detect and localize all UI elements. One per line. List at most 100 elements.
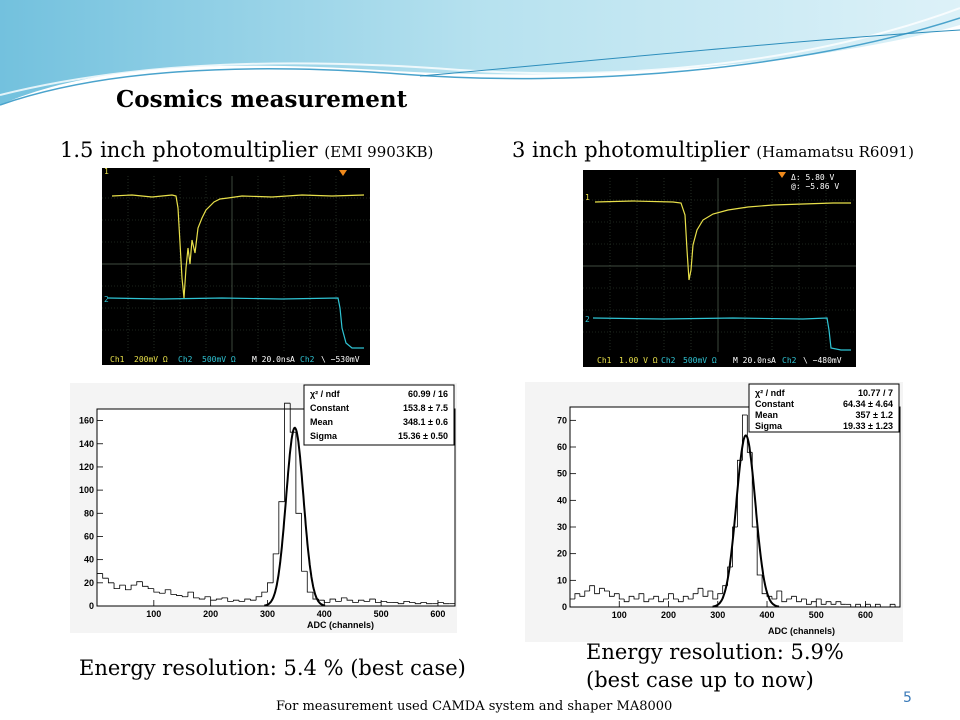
right-scope-ch2-label: Ch2: [661, 356, 676, 365]
left-scope-ch1-marker: 1: [104, 168, 109, 176]
histogram-bin: [323, 600, 330, 603]
right-energy-resolution: Energy resolution: 5.9% (best case up to…: [586, 638, 844, 694]
histogram-bin: [781, 591, 787, 603]
y-tick-label: 140: [79, 439, 94, 449]
fit-stat-label: Constant: [310, 403, 349, 413]
histogram-bin: [761, 575, 768, 595]
fit-stat-label: χ² / ndf: [755, 388, 786, 398]
histogram-bin: [865, 603, 871, 607]
histogram-bin: [335, 599, 342, 602]
histogram-bin: [255, 596, 262, 601]
histogram-bin: [712, 591, 718, 600]
histogram-bin: [860, 604, 866, 608]
histogram-bin: [130, 584, 137, 590]
histogram-bin: [796, 596, 802, 603]
right-scope-at-readout: @: −5.86 V: [791, 182, 839, 191]
x-tick-label: 200: [661, 610, 676, 620]
histogram-bin: [653, 595, 659, 599]
y-tick-label: 20: [557, 549, 567, 559]
y-tick-label: 70: [557, 415, 567, 425]
histogram-bin: [159, 592, 166, 594]
histogram-bin: [643, 593, 649, 603]
histogram-bin: [329, 598, 336, 603]
histogram-bin: [386, 601, 393, 603]
histogram-bin: [409, 601, 416, 603]
histogram-bin: [697, 587, 703, 594]
histogram-bin: [835, 601, 841, 605]
histogram-bin: [692, 593, 699, 599]
histogram-bin: [855, 603, 861, 607]
histogram-bin: [648, 598, 654, 602]
histogram-bin: [569, 598, 575, 607]
y-tick-label: 0: [89, 601, 94, 611]
histogram-bin: [786, 598, 792, 602]
histogram-bin: [589, 585, 595, 591]
histogram-bin: [682, 595, 689, 602]
histogram-bin: [638, 593, 644, 599]
fit-stat-value: 10.77 / 7: [858, 388, 893, 398]
histogram-bin: [443, 602, 450, 605]
histogram-bin: [776, 590, 782, 599]
histogram-bin: [426, 602, 433, 605]
right-scope-trigger-icon: [778, 172, 786, 178]
fit-stat-label: Mean: [310, 417, 333, 427]
histogram-bin: [198, 597, 205, 600]
histogram-bin: [437, 602, 444, 604]
histogram-bin: [830, 601, 836, 605]
histogram-bin: [673, 593, 679, 600]
fit-stat-label: χ² / ndf: [310, 389, 341, 399]
histogram-bin: [584, 590, 590, 597]
x-axis-label: ADC (channels): [307, 620, 374, 630]
histogram-bin: [278, 501, 285, 554]
footer-note: For measurement used CAMDA system and sh…: [276, 699, 673, 714]
right-heading: 3 inch photomultiplier (Hamamatsu R6091): [512, 138, 914, 162]
y-tick-label: 10: [557, 575, 567, 585]
right-scope-ch1-scale: 1.00 V Ω: [619, 356, 658, 365]
histogram-bin: [397, 602, 404, 605]
histogram-bin: [717, 593, 723, 599]
left-energy-resolution: Energy resolution: 5.4 % (best case): [79, 656, 466, 680]
histogram-bin: [153, 588, 160, 593]
fit-stats-box: [748, 383, 900, 433]
histogram-bin: [840, 601, 846, 605]
right-scope-ch2-scale: 500mV Ω: [683, 356, 717, 365]
histogram-bin: [618, 593, 625, 600]
left-histogram-panel: 0 20 40 60 80 100 120 140 160 100 200 300 400 500 600 χ…: [70, 383, 457, 633]
y-tick-label: 40: [557, 495, 567, 505]
histogram-bin: [187, 591, 194, 597]
y-tick-label: 40: [84, 555, 94, 565]
histogram-bin: [210, 596, 217, 601]
histogram-bin: [707, 590, 713, 597]
histogram-bin: [295, 432, 302, 514]
left-scope-timebase: M 20.0ns: [252, 355, 291, 364]
gaussian-fit-curve: [264, 426, 326, 607]
header-wave-decoration: [0, 0, 960, 106]
histogram-bin: [193, 592, 200, 599]
histogram-bin: [284, 402, 291, 502]
histogram-bin: [267, 582, 274, 593]
histogram-bin: [801, 598, 807, 602]
left-scope-trigger-icon: [339, 170, 347, 176]
fit-stat-label: Mean: [755, 410, 778, 420]
x-tick-label: 300: [710, 610, 725, 620]
page-number: 5: [903, 690, 912, 706]
histogram-bin: [663, 598, 669, 602]
histogram-bin: [250, 599, 257, 601]
y-tick-label: 120: [79, 462, 94, 472]
fit-stat-value: 153.8 ± 7.5: [403, 403, 448, 413]
histogram-bin: [380, 600, 387, 603]
histogram-bin: [623, 599, 630, 603]
histogram-bin: [677, 599, 684, 603]
left-histogram-chart: 0 20 40 60 80 100 120 140 160 100 200 300 400 500 600 χ…: [79, 384, 456, 630]
x-axis-label: ADC (channels): [768, 626, 835, 636]
histogram-bin: [756, 527, 763, 576]
left-scope-ch2-marker: 2: [104, 295, 109, 304]
right-oscilloscope-screen: 1 2 Δ: 5.80 V @: −5.86 V Ch1 1.00 V Ω Ch…: [583, 170, 856, 367]
histogram-bin: [850, 604, 856, 608]
right-histogram-panel: 0 10 20 30 40 50 60 70 100 200 300 400 500 600 χ² / nd…: [525, 382, 903, 642]
slide-title: Cosmics measurement: [116, 86, 408, 113]
histogram-bin: [791, 595, 797, 599]
histogram-bin: [289, 403, 296, 433]
histogram-bin: [238, 600, 245, 602]
histogram-bin: [113, 582, 120, 590]
